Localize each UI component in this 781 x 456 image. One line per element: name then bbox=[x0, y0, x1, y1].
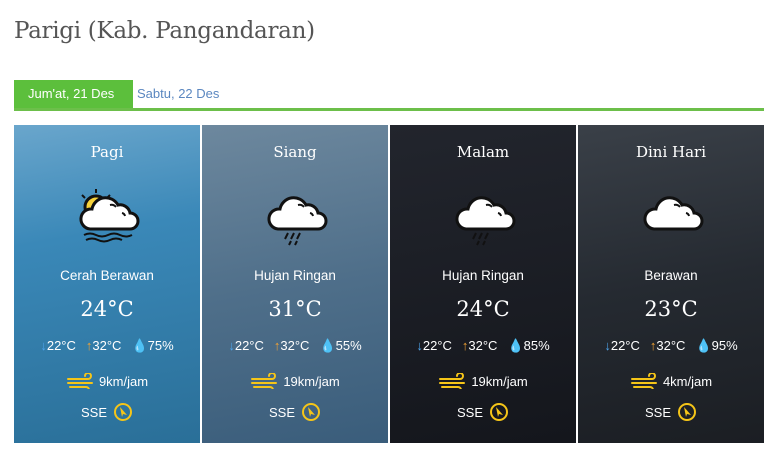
arrow-down-icon: ↓ bbox=[416, 338, 423, 353]
period-label: Siang bbox=[273, 143, 317, 161]
min-temp: ↓22°C bbox=[604, 338, 640, 353]
wind-icon bbox=[630, 373, 657, 389]
page-title: Parigi (Kab. Pangandaran) bbox=[14, 18, 315, 44]
humidity: 💧85% bbox=[507, 338, 550, 353]
temperature: 24°C bbox=[456, 297, 510, 321]
arrow-up-icon: ↑ bbox=[461, 338, 469, 353]
arrow-up-icon: ↑ bbox=[273, 338, 281, 353]
forecast-card-siang: Siang Hujan Ringan 31°C ↓22°C ↑32°C 💧55%… bbox=[202, 125, 388, 443]
light-rain-icon bbox=[260, 183, 330, 249]
humidity: 💧95% bbox=[695, 338, 738, 353]
day-tabs: Jum'at, 21 Des Sabtu, 22 Des bbox=[14, 80, 764, 111]
wind-speed: 19km/jam bbox=[202, 373, 388, 389]
compass-icon bbox=[678, 403, 696, 421]
droplet-icon: 💧 bbox=[507, 338, 524, 353]
tab-friday[interactable]: Jum'at, 21 Des bbox=[14, 80, 133, 108]
arrow-down-icon: ↓ bbox=[40, 338, 47, 353]
arrow-down-icon: ↓ bbox=[604, 338, 611, 353]
arrow-up-icon: ↑ bbox=[649, 338, 657, 353]
min-temp: ↓22°C bbox=[228, 338, 264, 353]
max-temp: ↑32°C bbox=[649, 338, 686, 353]
period-label: Dini Hari bbox=[635, 143, 707, 161]
partly-cloudy-icon bbox=[72, 183, 142, 249]
temperature: 31°C bbox=[268, 297, 322, 321]
min-temp: ↓22°C bbox=[416, 338, 452, 353]
wind-icon bbox=[66, 373, 93, 389]
forecast-card-malam: Malam Hujan Ringan 24°C ↓22°C ↑32°C 💧85%… bbox=[390, 125, 576, 443]
wind-speed: 4km/jam bbox=[578, 373, 764, 389]
wind-direction: SSE bbox=[14, 402, 200, 422]
compass-icon bbox=[114, 403, 132, 421]
wind-speed: 19km/jam bbox=[390, 373, 576, 389]
period-label: Pagi bbox=[90, 143, 124, 161]
min-temp: ↓22°C bbox=[40, 338, 76, 353]
temperature: 23°C bbox=[644, 297, 698, 321]
arrow-up-icon: ↑ bbox=[85, 338, 93, 353]
droplet-icon: 💧 bbox=[319, 338, 336, 353]
compass-icon bbox=[302, 403, 320, 421]
condition-label: Hujan Ringan bbox=[254, 268, 336, 283]
droplet-icon: 💧 bbox=[695, 338, 712, 353]
forecast-card-dini-hari: Dini Hari Berawan 23°C ↓22°C ↑32°C 💧95% … bbox=[578, 125, 764, 443]
max-temp: ↑32°C bbox=[273, 338, 310, 353]
condition-label: Cerah Berawan bbox=[60, 268, 154, 283]
wind-direction: SSE bbox=[202, 402, 388, 422]
light-rain-icon bbox=[448, 183, 518, 249]
humidity: 💧75% bbox=[131, 338, 174, 353]
droplet-icon: 💧 bbox=[131, 338, 148, 353]
humidity: 💧55% bbox=[319, 338, 362, 353]
period-label: Malam bbox=[456, 143, 510, 161]
forecast-card-pagi: Pagi Cerah Berawan 24°C ↓22°C ↑32°C 💧75%… bbox=[14, 125, 200, 443]
max-temp: ↑32°C bbox=[85, 338, 122, 353]
tab-saturday[interactable]: Sabtu, 22 Des bbox=[137, 86, 220, 101]
wind-direction: SSE bbox=[390, 402, 576, 422]
wind-direction: SSE bbox=[578, 402, 764, 422]
compass-icon bbox=[490, 403, 508, 421]
condition-label: Berawan bbox=[644, 268, 698, 283]
max-temp: ↑32°C bbox=[461, 338, 498, 353]
wind-icon bbox=[439, 373, 466, 389]
condition-label: Hujan Ringan bbox=[442, 268, 524, 283]
wind-speed: 9km/jam bbox=[14, 373, 200, 389]
wind-icon bbox=[251, 373, 278, 389]
temperature: 24°C bbox=[80, 297, 134, 321]
arrow-down-icon: ↓ bbox=[228, 338, 235, 353]
cloudy-icon bbox=[636, 183, 706, 249]
